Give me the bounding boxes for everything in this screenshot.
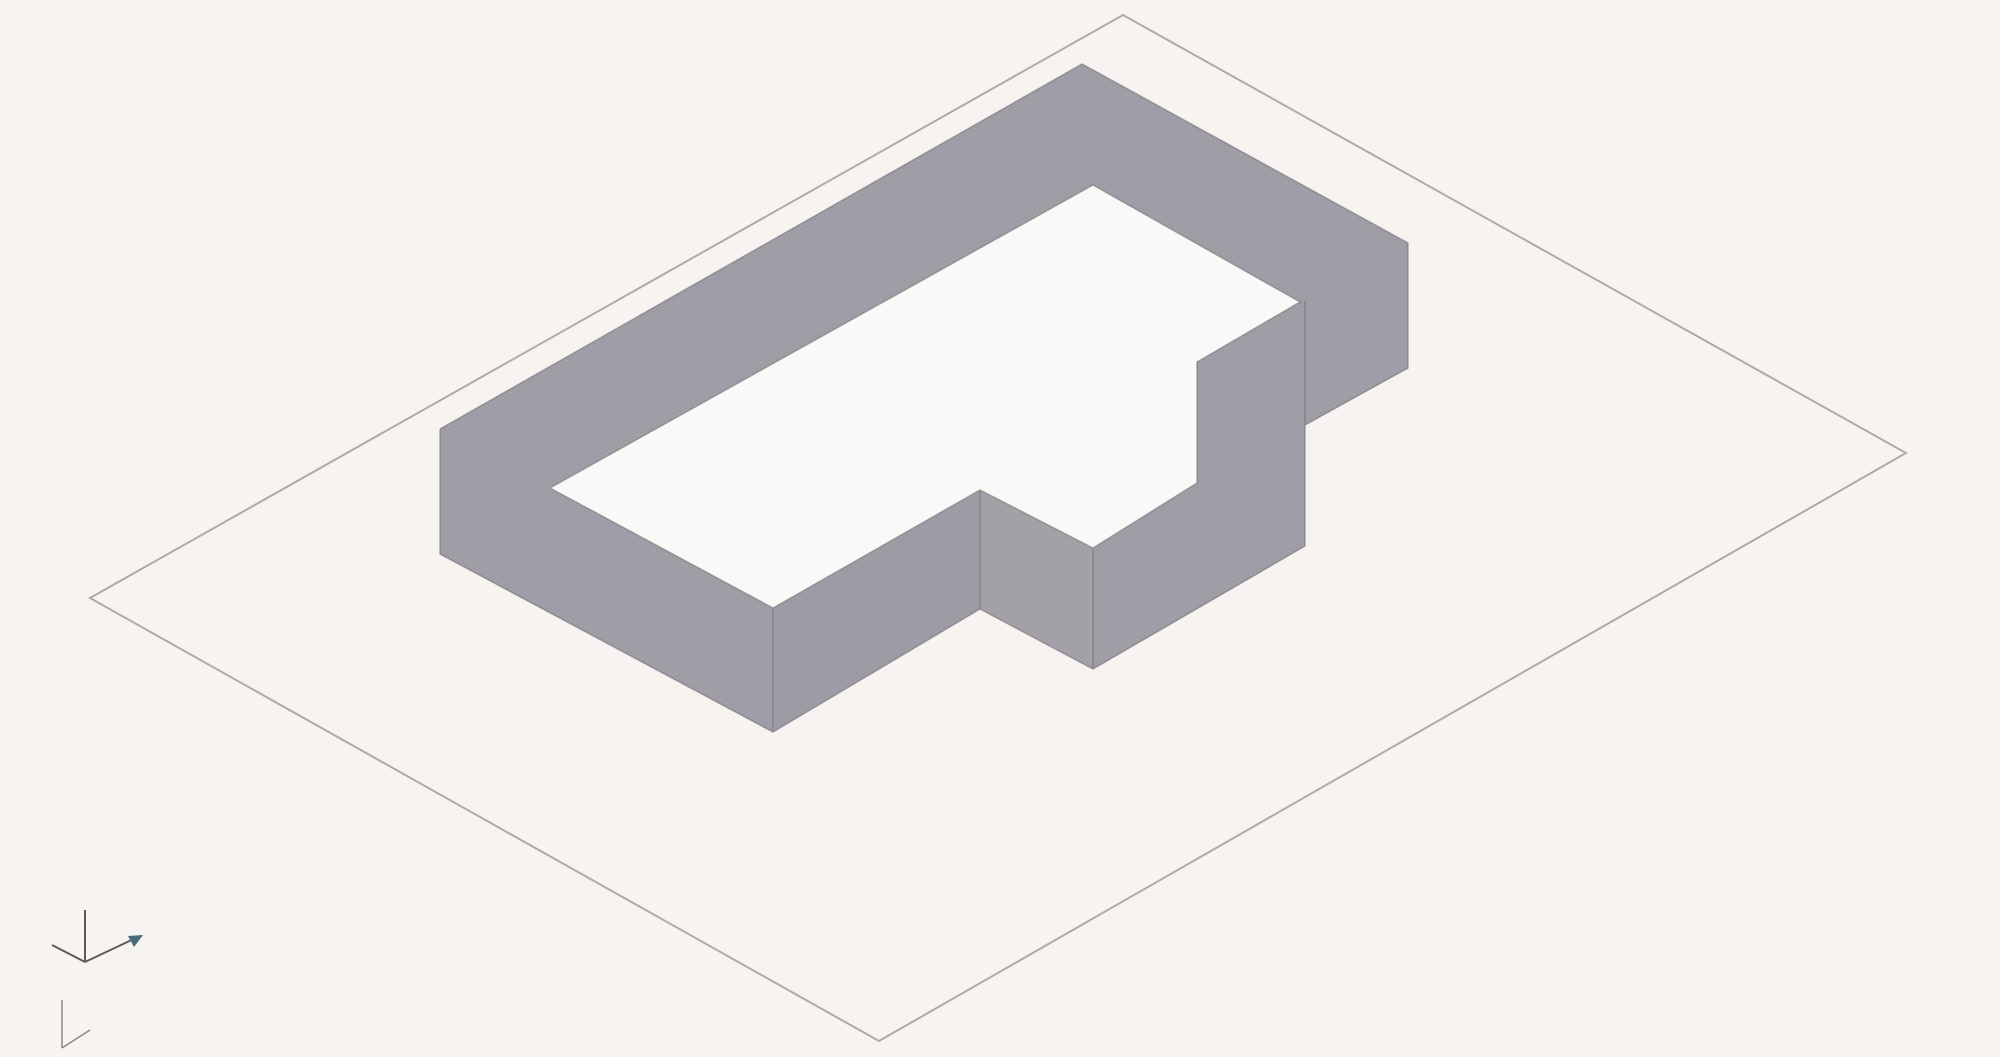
building-walls	[439, 63, 1409, 733]
wall-face-notch	[980, 490, 1093, 669]
ground-plane	[87, 13, 1909, 1043]
inner-courtyard	[550, 185, 1300, 608]
ucs-axis-icon	[51, 910, 143, 1049]
wall-edges	[439, 63, 1409, 733]
wall-face-front	[773, 490, 980, 732]
wall-texture	[440, 64, 1408, 732]
